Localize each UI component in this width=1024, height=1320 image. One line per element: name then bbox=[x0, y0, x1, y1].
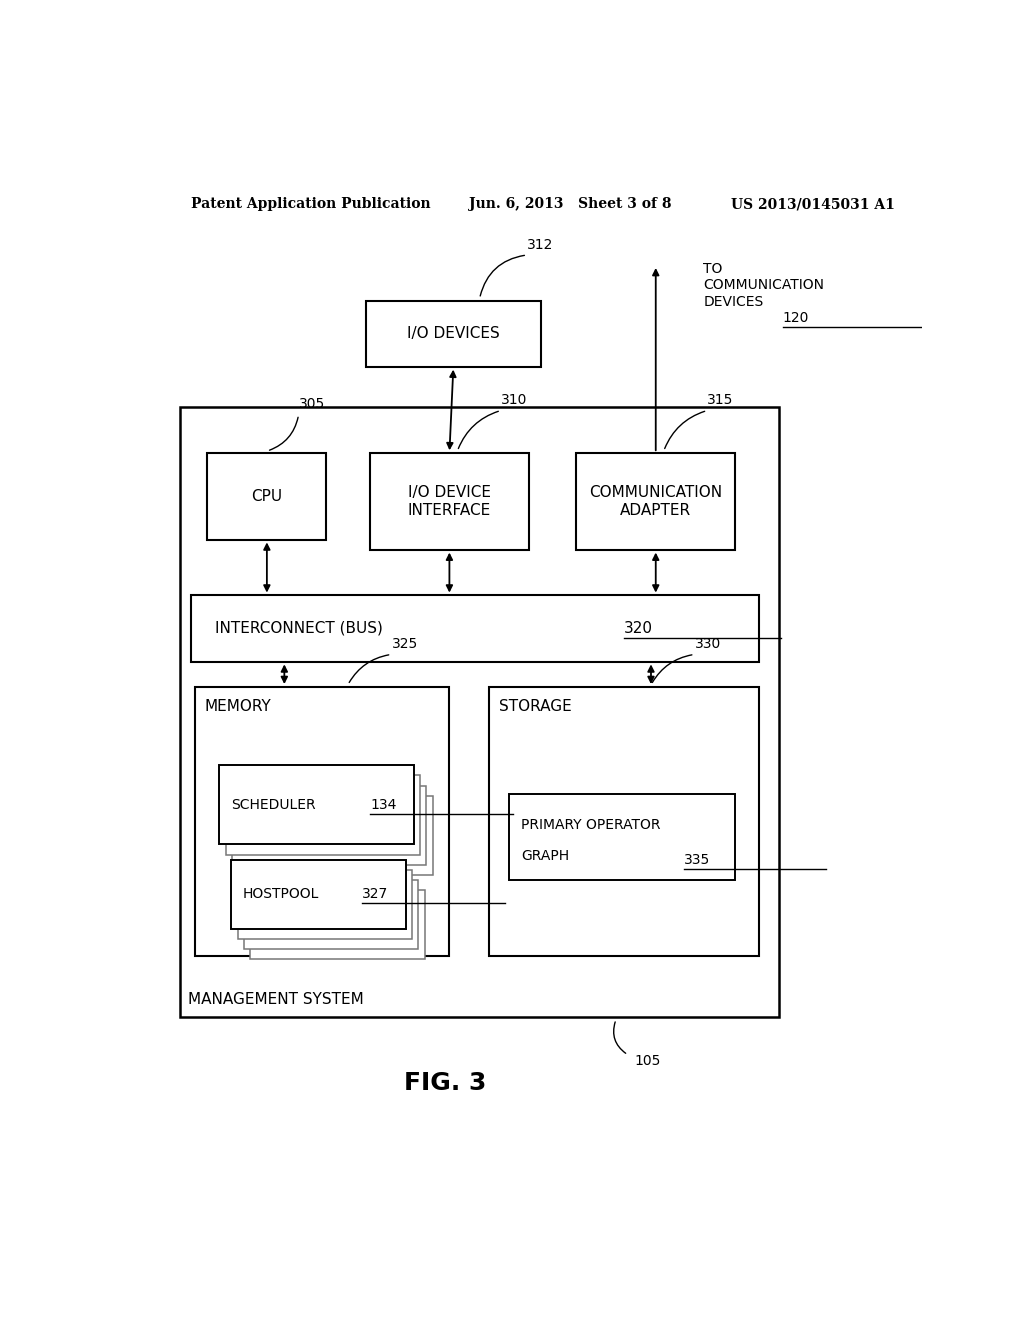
FancyBboxPatch shape bbox=[238, 870, 412, 939]
Text: 120: 120 bbox=[782, 312, 809, 325]
Text: 315: 315 bbox=[708, 393, 734, 408]
Text: FIG. 3: FIG. 3 bbox=[404, 1072, 486, 1096]
FancyBboxPatch shape bbox=[244, 880, 419, 949]
Text: 335: 335 bbox=[684, 853, 710, 867]
Text: 320: 320 bbox=[624, 620, 653, 636]
Text: GRAPH: GRAPH bbox=[521, 849, 569, 863]
FancyBboxPatch shape bbox=[207, 453, 327, 540]
FancyBboxPatch shape bbox=[219, 766, 414, 845]
Text: STORAGE: STORAGE bbox=[499, 700, 571, 714]
Text: 134: 134 bbox=[370, 797, 396, 812]
Text: US 2013/0145031 A1: US 2013/0145031 A1 bbox=[731, 197, 895, 211]
Text: MEMORY: MEMORY bbox=[205, 700, 271, 714]
FancyBboxPatch shape bbox=[232, 785, 426, 865]
Text: 327: 327 bbox=[362, 887, 388, 902]
Text: COMMUNICATION
ADAPTER: COMMUNICATION ADAPTER bbox=[589, 486, 722, 517]
FancyBboxPatch shape bbox=[231, 859, 406, 929]
Text: TO
COMMUNICATION
DEVICES: TO COMMUNICATION DEVICES bbox=[703, 263, 824, 309]
FancyBboxPatch shape bbox=[577, 453, 735, 549]
Text: 325: 325 bbox=[391, 638, 418, 651]
FancyBboxPatch shape bbox=[196, 686, 450, 956]
Text: INTERCONNECT (BUS): INTERCONNECT (BUS) bbox=[215, 620, 383, 636]
FancyBboxPatch shape bbox=[509, 793, 735, 880]
Text: I/O DEVICES: I/O DEVICES bbox=[407, 326, 500, 342]
Text: 312: 312 bbox=[527, 238, 554, 252]
FancyBboxPatch shape bbox=[239, 796, 433, 875]
Text: 105: 105 bbox=[634, 1053, 660, 1068]
Text: 305: 305 bbox=[299, 397, 325, 412]
Text: MANAGEMENT SYSTEM: MANAGEMENT SYSTEM bbox=[187, 993, 364, 1007]
FancyBboxPatch shape bbox=[191, 595, 759, 661]
FancyBboxPatch shape bbox=[179, 408, 779, 1018]
Text: PRIMARY OPERATOR: PRIMARY OPERATOR bbox=[521, 818, 660, 832]
Text: SCHEDULER: SCHEDULER bbox=[231, 797, 315, 812]
FancyBboxPatch shape bbox=[225, 775, 420, 854]
Text: HOSTPOOL: HOSTPOOL bbox=[243, 887, 319, 902]
Text: 310: 310 bbox=[501, 393, 527, 408]
FancyBboxPatch shape bbox=[489, 686, 759, 956]
FancyBboxPatch shape bbox=[250, 890, 425, 960]
FancyBboxPatch shape bbox=[367, 301, 541, 367]
FancyBboxPatch shape bbox=[370, 453, 528, 549]
Text: CPU: CPU bbox=[251, 488, 283, 504]
Text: 330: 330 bbox=[694, 638, 721, 651]
Text: I/O DEVICE
INTERFACE: I/O DEVICE INTERFACE bbox=[408, 486, 492, 517]
Text: Patent Application Publication: Patent Application Publication bbox=[191, 197, 431, 211]
Text: Jun. 6, 2013   Sheet 3 of 8: Jun. 6, 2013 Sheet 3 of 8 bbox=[469, 197, 672, 211]
